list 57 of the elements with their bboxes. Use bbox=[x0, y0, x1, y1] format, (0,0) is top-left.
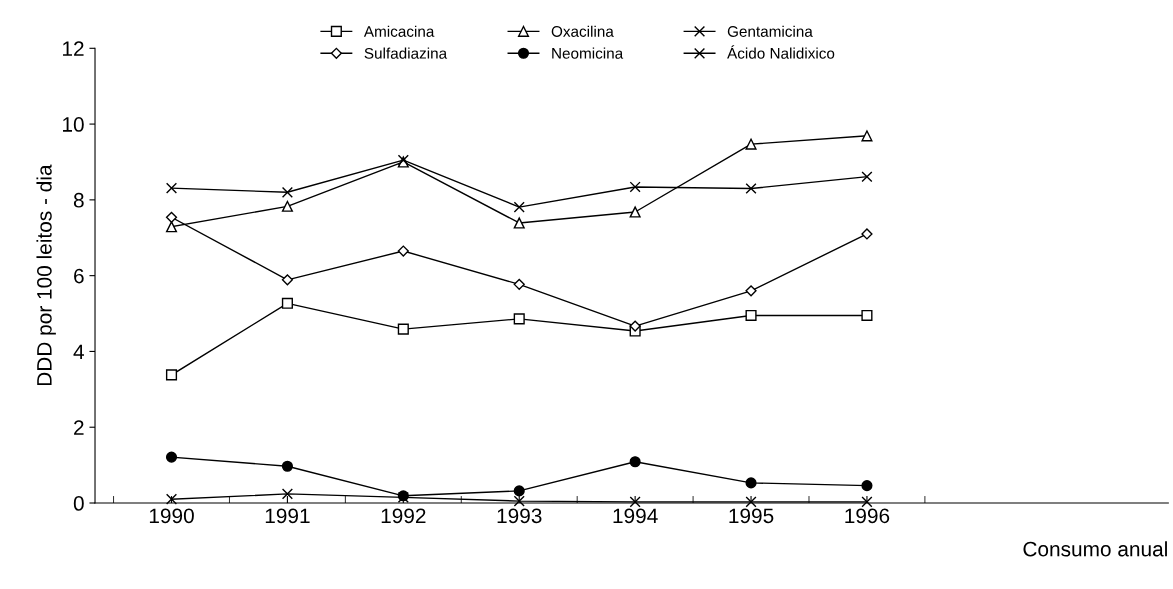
point bbox=[745, 182, 757, 195]
point bbox=[861, 309, 873, 321]
point bbox=[861, 480, 873, 492]
point bbox=[281, 488, 293, 500]
point bbox=[397, 323, 409, 335]
x-tick-label: 1994 bbox=[613, 508, 658, 524]
point bbox=[629, 320, 641, 332]
x-tick-label: 1993 bbox=[497, 508, 542, 524]
point bbox=[165, 211, 178, 223]
y-axis-title: DDD por 100 leitos - dia bbox=[36, 164, 56, 386]
point bbox=[165, 221, 178, 233]
point bbox=[861, 130, 873, 142]
y-tick-label: 0 bbox=[73, 496, 84, 511]
point bbox=[629, 456, 641, 468]
point bbox=[745, 496, 757, 508]
x-tick-label: 1992 bbox=[381, 508, 426, 524]
point bbox=[513, 201, 525, 213]
point bbox=[165, 451, 178, 463]
legend-label: Oxacilina bbox=[551, 25, 614, 37]
point bbox=[629, 496, 641, 508]
point bbox=[281, 460, 293, 472]
point bbox=[165, 182, 178, 194]
point bbox=[281, 200, 293, 212]
point bbox=[165, 369, 178, 381]
point bbox=[745, 138, 757, 150]
y-tick-label: 8 bbox=[73, 192, 84, 208]
point bbox=[513, 217, 525, 229]
point bbox=[513, 313, 525, 325]
point bbox=[165, 493, 178, 505]
x-tick-label: 1991 bbox=[265, 508, 310, 524]
x-tick-label: 1995 bbox=[729, 508, 774, 524]
y-tick-label: 10 bbox=[63, 117, 84, 132]
point bbox=[513, 495, 525, 507]
point bbox=[513, 485, 525, 497]
x-tick-label: 1996 bbox=[845, 508, 890, 524]
y-tick-label: 12 bbox=[63, 41, 84, 56]
x-tick-label: 1990 bbox=[149, 508, 194, 524]
legend-label: Amicacina bbox=[363, 25, 435, 37]
point bbox=[629, 181, 641, 193]
legend-label: Sulfadiazina bbox=[364, 47, 448, 59]
point bbox=[745, 285, 757, 297]
point bbox=[281, 186, 293, 198]
point bbox=[281, 274, 294, 286]
y-tick-label: 6 bbox=[74, 268, 84, 284]
y-tick-label: 2 bbox=[74, 420, 84, 435]
point bbox=[861, 171, 873, 183]
point bbox=[629, 206, 641, 218]
legend-label: Gentamicina bbox=[727, 25, 813, 37]
x-axis-title: Consumo anual bbox=[1023, 541, 1167, 557]
y-tick-label: 4 bbox=[73, 344, 84, 359]
point bbox=[745, 309, 757, 321]
point bbox=[397, 245, 409, 257]
legend-label: Neomicina bbox=[552, 47, 624, 59]
point bbox=[745, 477, 757, 489]
legend-label: Ácido Nalidixico bbox=[727, 45, 835, 59]
point bbox=[281, 297, 293, 309]
point bbox=[513, 278, 525, 290]
